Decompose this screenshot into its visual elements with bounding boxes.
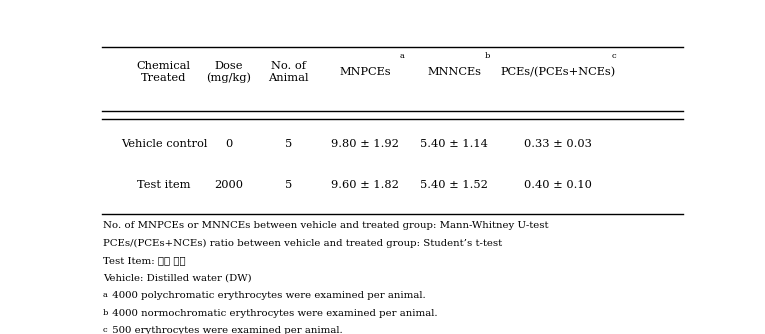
Text: 9.60 ± 1.82: 9.60 ± 1.82 xyxy=(331,180,399,190)
Text: b: b xyxy=(484,51,490,59)
Text: PCEs/(PCEs+NCEs) ratio between vehicle and treated group: Student’s t-test: PCEs/(PCEs+NCEs) ratio between vehicle a… xyxy=(103,239,502,248)
Text: 5: 5 xyxy=(285,180,292,190)
Text: 500 erythrocytes were examined per animal.: 500 erythrocytes were examined per anima… xyxy=(109,326,343,334)
Text: c: c xyxy=(103,326,107,334)
Text: Vehicle control: Vehicle control xyxy=(121,139,207,149)
Text: 0.33 ± 0.03: 0.33 ± 0.03 xyxy=(524,139,592,149)
Text: a: a xyxy=(399,51,405,59)
Text: c: c xyxy=(612,51,617,59)
Text: 9.80 ± 1.92: 9.80 ± 1.92 xyxy=(331,139,399,149)
Text: PCEs/(PCEs+NCEs): PCEs/(PCEs+NCEs) xyxy=(500,67,616,77)
Text: 5.40 ± 1.52: 5.40 ± 1.52 xyxy=(421,180,488,190)
Text: b: b xyxy=(103,309,108,317)
Text: a: a xyxy=(103,291,108,299)
Text: No. of MNPCEs or MNNCEs between vehicle and treated group: Mann-Whitney U-test: No. of MNPCEs or MNNCEs between vehicle … xyxy=(103,221,549,230)
Text: MNNCEs: MNNCEs xyxy=(428,67,481,77)
Text: 0: 0 xyxy=(226,139,233,149)
Text: Test item: Test item xyxy=(137,180,190,190)
Text: 0.40 ± 0.10: 0.40 ± 0.10 xyxy=(524,180,592,190)
Text: 5.40 ± 1.14: 5.40 ± 1.14 xyxy=(421,139,488,149)
Text: 4000 normochromatic erythrocytes were examined per animal.: 4000 normochromatic erythrocytes were ex… xyxy=(109,309,438,318)
Text: Vehicle: Distilled water (DW): Vehicle: Distilled water (DW) xyxy=(103,274,252,283)
Text: No. of
Animal: No. of Animal xyxy=(268,61,308,83)
Text: 2000: 2000 xyxy=(214,180,243,190)
Text: Dose
(mg/kg): Dose (mg/kg) xyxy=(207,61,252,84)
Text: Test Item: 세신 분말: Test Item: 세신 분말 xyxy=(103,257,185,266)
Text: 4000 polychromatic erythrocytes were examined per animal.: 4000 polychromatic erythrocytes were exa… xyxy=(109,291,425,300)
Text: Chemical
Treated: Chemical Treated xyxy=(137,61,190,83)
Text: 5: 5 xyxy=(285,139,292,149)
Text: MNPCEs: MNPCEs xyxy=(340,67,391,77)
